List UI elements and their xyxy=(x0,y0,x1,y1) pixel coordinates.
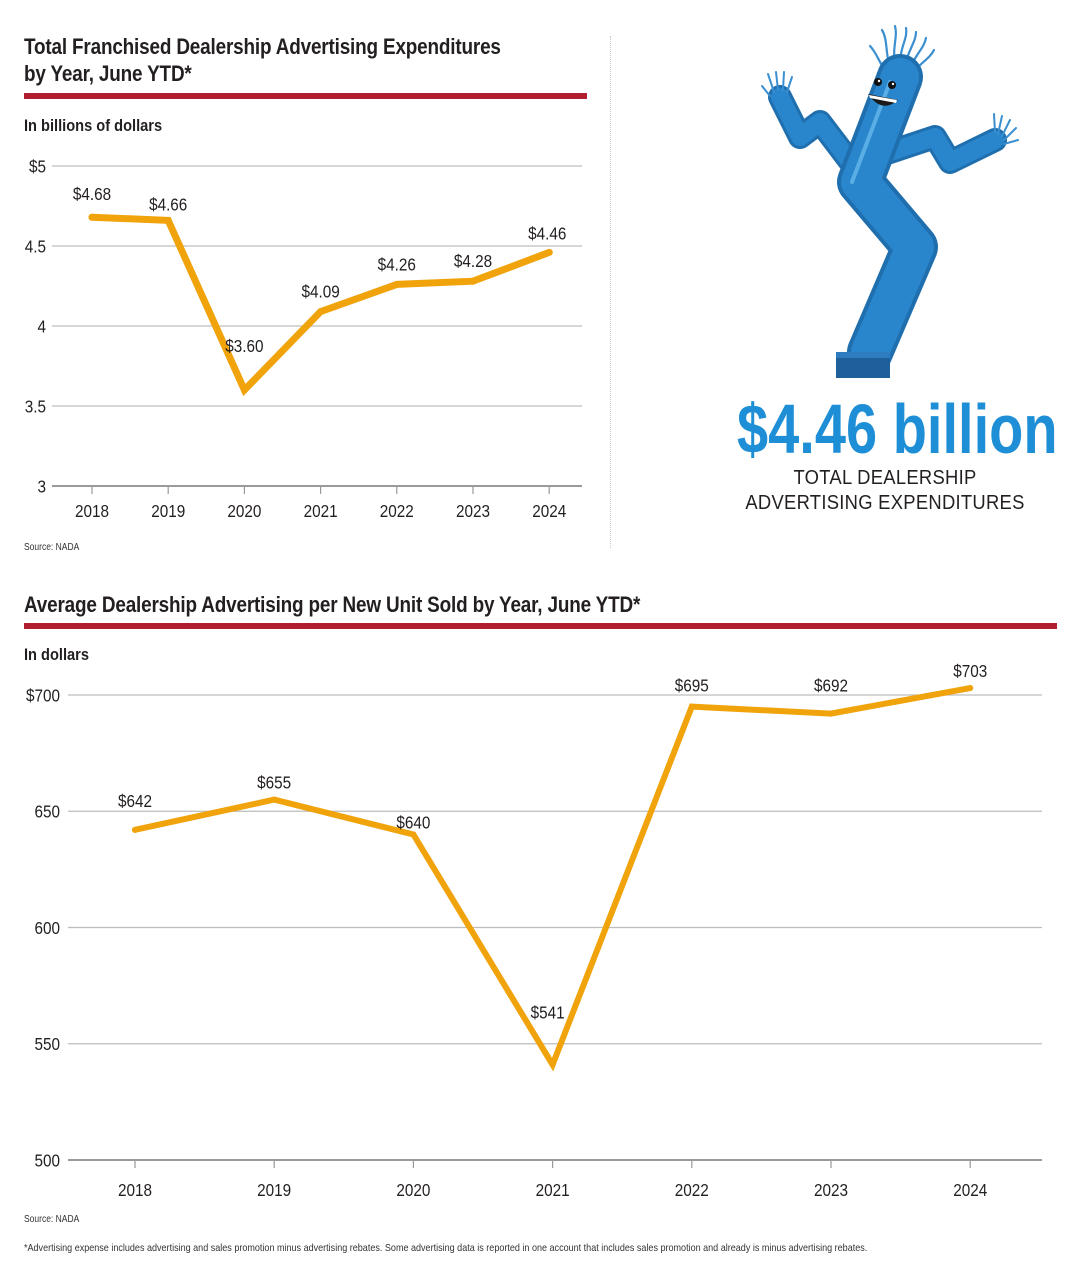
data-point xyxy=(271,796,278,803)
x-tick-label: 2019 xyxy=(151,501,185,521)
data-point xyxy=(164,216,172,224)
data-label: $642 xyxy=(118,791,152,811)
top-chart-title-line2: by Year, June YTD* xyxy=(24,61,192,86)
callout-caption-line2: ADVERTISING EXPENDITURES xyxy=(745,492,1025,514)
data-point xyxy=(393,280,401,288)
data-point xyxy=(828,710,834,717)
y-tick-label: $5 xyxy=(29,156,46,176)
data-label: $4.68 xyxy=(73,184,111,204)
top-chart-title-line1: Total Franchised Dealership Advertising … xyxy=(24,34,501,59)
y-tick-label: 650 xyxy=(34,802,60,822)
data-point xyxy=(688,703,695,710)
y-tick-label: 4.5 xyxy=(25,236,46,256)
x-tick-label: 2020 xyxy=(227,501,261,521)
data-label: $4.46 xyxy=(528,223,566,243)
y-tick-label: 3.5 xyxy=(25,396,46,416)
data-point xyxy=(410,831,417,838)
data-label: $4.26 xyxy=(378,254,416,274)
x-tick-label: 2021 xyxy=(304,501,338,521)
data-label: $4.66 xyxy=(149,194,187,214)
footnote: *Advertising expense includes advertisin… xyxy=(24,1242,868,1254)
x-tick-label: 2022 xyxy=(380,501,414,521)
data-label: $703 xyxy=(953,661,987,681)
data-label: $3.60 xyxy=(225,336,263,356)
data-label: $655 xyxy=(257,772,291,792)
inflatable-tube-man-icon xyxy=(761,24,1019,378)
bottom-chart-unit-label: In dollars xyxy=(24,645,89,664)
x-tick-label: 2023 xyxy=(456,501,490,521)
x-tick-label: 2022 xyxy=(675,1180,709,1200)
data-point xyxy=(132,826,138,833)
x-tick-label: 2019 xyxy=(257,1180,291,1200)
y-tick-label: 4 xyxy=(37,316,46,336)
x-tick-label: 2021 xyxy=(536,1180,570,1200)
data-point xyxy=(240,386,248,394)
x-tick-label: 2020 xyxy=(396,1180,430,1200)
callout-caption-line1: TOTAL DEALERSHIP xyxy=(793,467,977,489)
data-label: $695 xyxy=(675,675,709,695)
data-label: $692 xyxy=(814,675,848,695)
x-tick-label: 2023 xyxy=(814,1180,848,1200)
bottom-chart-source: Source: NADA xyxy=(24,1214,80,1225)
data-label: $4.28 xyxy=(454,251,492,271)
tube-man-face-icon xyxy=(868,78,898,106)
data-label: $640 xyxy=(396,812,430,832)
bottom-chart-title-rule xyxy=(24,623,1057,629)
y-tick-label: 600 xyxy=(34,918,60,938)
x-tick-label: 2018 xyxy=(118,1180,152,1200)
top-chart-title-rule xyxy=(24,93,587,99)
x-tick-label: 2024 xyxy=(532,501,566,521)
x-tick-label: 2018 xyxy=(75,501,109,521)
section-divider xyxy=(610,36,611,548)
data-label: $541 xyxy=(531,1003,565,1023)
data-label: $4.09 xyxy=(301,281,339,301)
top-line-chart: 3 3.5 4 4.5 $5 2018 2019 2020 2021 2022 2023 2024 $4… xyxy=(25,156,582,521)
top-chart-source: Source: NADA xyxy=(24,542,80,553)
bottom-line-chart: 500 550 600 650 $700 2018 2019 2020 2021 2022 2023… xyxy=(26,661,1042,1200)
top-chart-unit-label: In billions of dollars xyxy=(24,116,163,135)
data-point xyxy=(88,213,96,221)
x-tick-label: 2024 xyxy=(953,1180,987,1200)
bottom-chart-title: Average Dealership Advertising per New U… xyxy=(24,592,641,617)
series-line xyxy=(88,213,553,397)
y-tick-label: 3 xyxy=(37,476,46,496)
data-point xyxy=(967,685,974,692)
data-point xyxy=(549,1061,556,1068)
y-tick-label: 500 xyxy=(34,1150,60,1170)
callout-headline: $4.46 billion xyxy=(737,390,1058,468)
data-point xyxy=(317,308,325,316)
y-tick-label: 550 xyxy=(34,1034,60,1054)
y-tick-label: $700 xyxy=(26,685,60,705)
data-point xyxy=(469,277,477,285)
data-point xyxy=(545,248,553,256)
